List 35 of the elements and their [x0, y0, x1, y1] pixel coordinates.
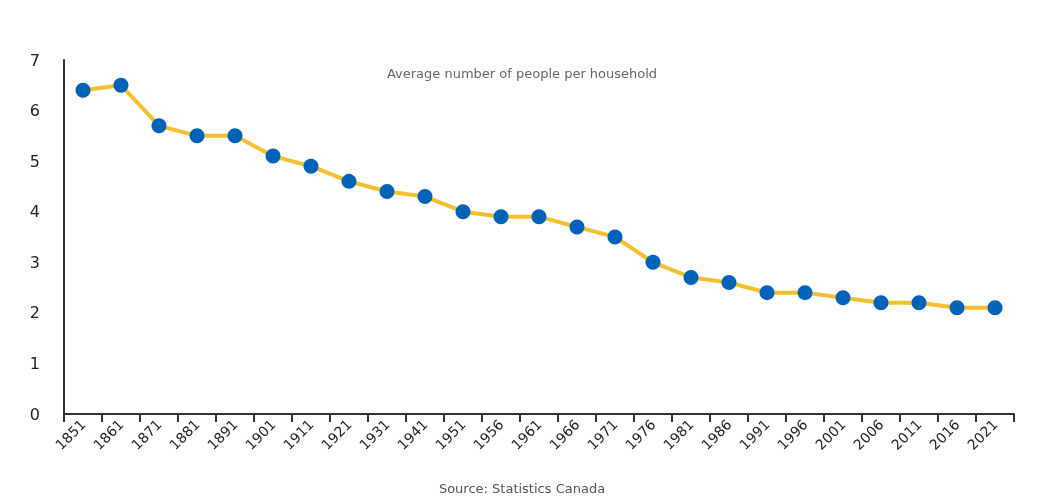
point	[531, 209, 547, 225]
point	[645, 254, 661, 270]
point	[379, 183, 395, 199]
point	[341, 173, 357, 189]
point	[911, 295, 927, 311]
point	[683, 269, 699, 285]
point	[797, 285, 813, 301]
y-tick-label: 3	[29, 252, 40, 272]
point	[303, 158, 319, 174]
point	[151, 118, 167, 134]
y-tick-label: 1	[29, 353, 40, 373]
point	[455, 204, 471, 220]
y-tick-label: 5	[29, 151, 40, 171]
y-tick-label: 2	[29, 303, 40, 323]
point	[721, 275, 737, 291]
y-tick-label: 6	[29, 101, 40, 121]
text: Average number of people per household	[386, 66, 658, 81]
point	[835, 290, 851, 306]
point	[759, 285, 775, 301]
point	[949, 300, 965, 316]
point	[493, 209, 509, 225]
point	[417, 189, 433, 205]
point	[607, 229, 623, 245]
point	[265, 148, 281, 164]
source-note: Source: Statistics Canada	[438, 481, 606, 496]
point	[113, 77, 129, 93]
point	[189, 128, 205, 144]
point	[873, 295, 889, 311]
y-tick-label: 0	[29, 404, 40, 424]
point	[569, 219, 585, 235]
y-tick-label: 7	[29, 50, 40, 70]
point	[987, 300, 1003, 316]
y-tick-label: 4	[29, 202, 40, 222]
point	[75, 82, 91, 98]
point	[227, 128, 243, 144]
